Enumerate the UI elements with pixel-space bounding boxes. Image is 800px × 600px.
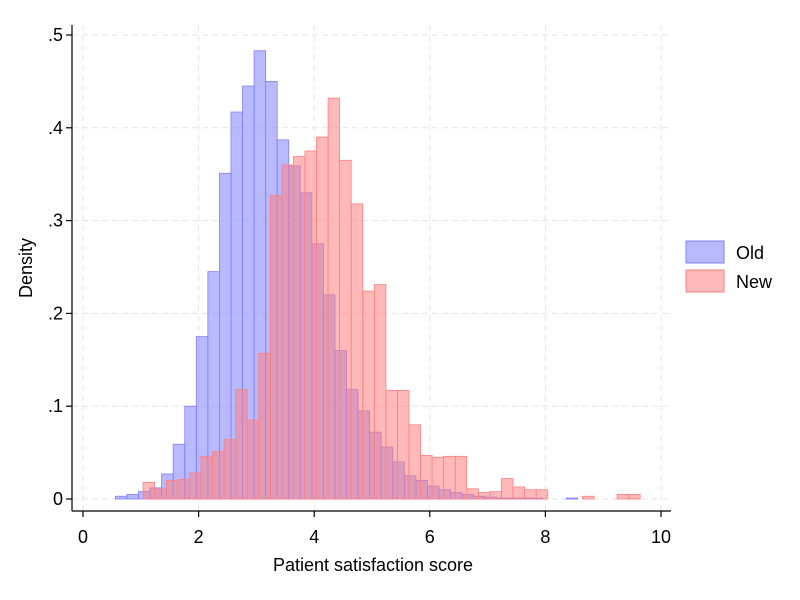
- tick-marks-and-labels: 0 2 4 6 8 10 0 .1 .2 .3 .4 .5: [48, 25, 671, 547]
- x-tick-label: 0: [78, 527, 88, 547]
- bar-new: [246, 419, 260, 500]
- bar-new: [489, 491, 502, 500]
- y-tick-label: .1: [48, 396, 63, 416]
- bar-new: [524, 489, 537, 500]
- bar-new: [292, 156, 306, 500]
- bar-new: [235, 389, 248, 500]
- x-tick-label: 2: [194, 527, 204, 547]
- bar-new: [223, 439, 236, 500]
- legend: Old New: [685, 240, 773, 293]
- axes: [71, 25, 671, 512]
- bar-new: [281, 164, 294, 500]
- legend-swatch-new: [685, 269, 725, 293]
- bar-new: [581, 495, 595, 500]
- bar-new: [165, 480, 179, 500]
- series-new-bars: [142, 97, 641, 500]
- bar-new: [628, 493, 641, 500]
- bar-new: [385, 390, 398, 500]
- x-tick-label: 8: [540, 527, 550, 547]
- bar-new: [142, 481, 156, 500]
- y-tick-label: .4: [48, 118, 63, 138]
- bar-new: [373, 284, 387, 500]
- bar-new: [466, 488, 479, 500]
- bar-new: [512, 486, 525, 500]
- bar-new: [339, 159, 352, 500]
- y-tick-label: .3: [48, 211, 63, 231]
- bar-old: [126, 493, 139, 500]
- legend-swatch-old: [685, 240, 725, 264]
- y-axis-title: Density: [16, 238, 36, 298]
- bar-new: [535, 489, 549, 500]
- y-tick-label: .2: [48, 303, 63, 323]
- bar-new: [154, 488, 167, 500]
- bar-new: [188, 472, 202, 500]
- y-tick-label: 0: [53, 489, 63, 509]
- bar-new: [420, 454, 433, 500]
- bar-new: [200, 455, 213, 500]
- bar-new: [431, 456, 445, 500]
- legend-label-new: New: [736, 272, 773, 292]
- bar-new: [304, 150, 317, 500]
- bar-new: [327, 97, 341, 500]
- y-tick-label: .5: [48, 25, 63, 45]
- bar-new: [269, 195, 283, 500]
- legend-label-old: Old: [736, 243, 764, 263]
- x-tick-label: 4: [309, 527, 319, 547]
- bar-new: [501, 478, 514, 500]
- x-tick-label: 6: [425, 527, 435, 547]
- bar-new: [212, 451, 225, 500]
- bar-new: [443, 455, 456, 500]
- bar-new: [408, 424, 421, 500]
- bar-new: [177, 479, 190, 500]
- bar-new: [258, 352, 271, 500]
- bar-new: [316, 136, 329, 500]
- bar-new: [454, 455, 468, 500]
- bar-new: [477, 492, 491, 500]
- bar-old: [565, 497, 579, 500]
- bar-new: [362, 290, 375, 500]
- bar-new: [397, 390, 410, 500]
- bar-new: [616, 493, 630, 500]
- bar-new: [350, 203, 364, 500]
- x-tick-label: 10: [651, 527, 671, 547]
- x-axis-title: Patient satisfaction score: [273, 555, 473, 575]
- bar-old: [114, 495, 128, 500]
